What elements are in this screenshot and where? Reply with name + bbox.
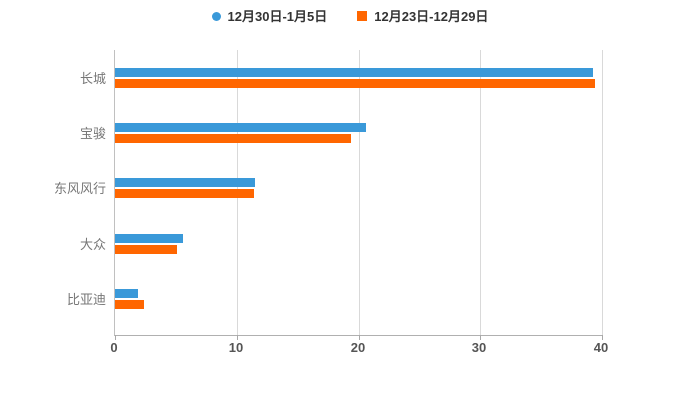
y-axis-category-label-东风风行: 东风风行 — [53, 181, 106, 197]
legend-circle-marker-icon — [211, 11, 221, 21]
bar-orange-大众[interactable] — [115, 244, 178, 254]
gridline-x-40 — [602, 50, 603, 335]
x-axis-label-20: 20 — [350, 340, 366, 355]
x-axis-label-30: 30 — [471, 340, 487, 355]
axis-tick-x-10 — [237, 335, 238, 340]
bar-blue-大众[interactable] — [115, 233, 184, 243]
bar-blue-比亚迪[interactable] — [115, 289, 139, 299]
chart-legend: 12月30日-1月5日 12月23日-12月29日 — [0, 6, 700, 26]
bar-orange-长城[interactable] — [115, 78, 595, 88]
gridline-x-20 — [359, 50, 360, 335]
y-axis-category-label-宝骏: 宝骏 — [79, 125, 106, 141]
axis-tick-x-30 — [480, 335, 481, 340]
y-axis-category-label-长城: 长城 — [79, 70, 106, 86]
y-axis-category-label-比亚迪: 比亚迪 — [66, 292, 106, 308]
axis-tick-x-20 — [359, 335, 360, 340]
bar-blue-宝骏[interactable] — [115, 122, 366, 132]
legend-square-marker-icon — [357, 11, 368, 21]
y-axis-category-label-大众: 大众 — [79, 236, 106, 252]
legend-item-series-2[interactable]: 12月23日-12月29日 — [357, 10, 488, 23]
bar-orange-比亚迪[interactable] — [115, 300, 145, 310]
legend-label-series-2: 12月23日-12月29日 — [374, 8, 489, 24]
legend-item-series-1[interactable]: 12月30日-1月5日 — [211, 8, 328, 24]
x-axis-label-0: 0 — [110, 340, 118, 355]
axis-tick-x-0 — [115, 335, 116, 340]
bar-blue-东风风行[interactable] — [115, 178, 255, 188]
legend-label-series-1: 12月30日-1月5日 — [227, 8, 328, 24]
plot-area — [114, 50, 603, 340]
x-axis-label-40: 40 — [593, 340, 609, 355]
gridline-x-30 — [480, 50, 481, 335]
axis-tick-x-40 — [602, 335, 603, 340]
x-axis-label-10: 10 — [228, 340, 244, 355]
bar-orange-东风风行[interactable] — [115, 189, 254, 199]
bar-blue-长城[interactable] — [115, 67, 594, 77]
bar-orange-宝骏[interactable] — [115, 133, 352, 143]
